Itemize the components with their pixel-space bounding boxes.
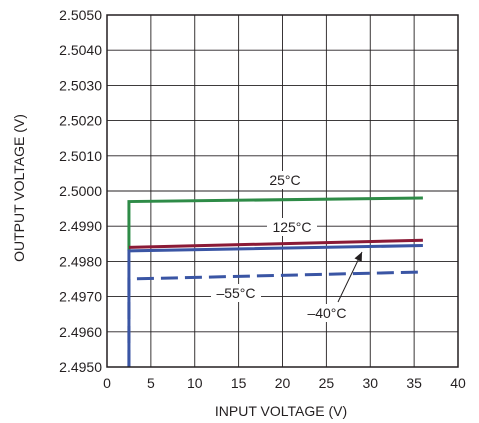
y-tick-label: 2.5040 [59, 42, 102, 58]
series-lines [127, 196, 423, 367]
series-line-minus-40c [127, 244, 423, 367]
y-tick-label: 2.5000 [59, 183, 102, 199]
x-tick-label: 0 [103, 375, 111, 391]
annotation-backdrop [267, 218, 317, 236]
x-tick-label: 25 [319, 375, 335, 391]
grid [107, 15, 458, 367]
annotation-backdrop [264, 171, 306, 189]
y-tick-label: 2.5010 [59, 148, 102, 164]
x-tick-labels: 0 5 10 15 20 25 30 35 40 [103, 375, 466, 391]
x-tick-label: 15 [231, 375, 247, 391]
y-tick-label: 2.4960 [59, 324, 102, 340]
series-label: –40°C [307, 305, 346, 321]
series-label: –55°C [216, 285, 255, 301]
x-tick-label: 40 [450, 375, 466, 391]
series-line-25c [127, 196, 423, 251]
y-axis-title: OUTPUT VOLTAGE (V) [11, 114, 27, 262]
y-tick-label: 2.5020 [59, 113, 102, 129]
x-tick-label: 20 [275, 375, 291, 391]
x-tick-label: 5 [147, 375, 155, 391]
plot-frame [106, 14, 459, 368]
annotation-backdrop [211, 284, 261, 302]
y-tick-label: 2.4950 [59, 359, 102, 375]
x-tick-label: 10 [187, 375, 203, 391]
y-tick-label: 2.4990 [59, 218, 102, 234]
y-tick-label: 2.4980 [59, 253, 102, 269]
x-tick-label: 35 [406, 375, 422, 391]
y-tick-label: 2.5050 [59, 7, 102, 23]
annotation-leader [337, 251, 363, 303]
y-tick-label: 2.4970 [59, 289, 102, 305]
arrow-head-icon [354, 252, 362, 262]
series-line-minus-55c [127, 270, 423, 367]
y-tick-labels: 2.4950 2.4960 2.4970 2.4980 2.4990 2.5000 2.50… [59, 7, 102, 375]
series-label: 25°C [269, 172, 300, 188]
x-axis-title: INPUT VOLTAGE (V) [215, 403, 347, 419]
series-line-125c [128, 238, 423, 249]
series-annotations: 25°C 125°C –55°C –40°C [211, 171, 363, 322]
series-label: 125°C [272, 219, 311, 235]
y-tick-label: 2.5030 [59, 77, 102, 93]
annotation-backdrop [302, 304, 352, 322]
x-tick-label: 30 [362, 375, 378, 391]
